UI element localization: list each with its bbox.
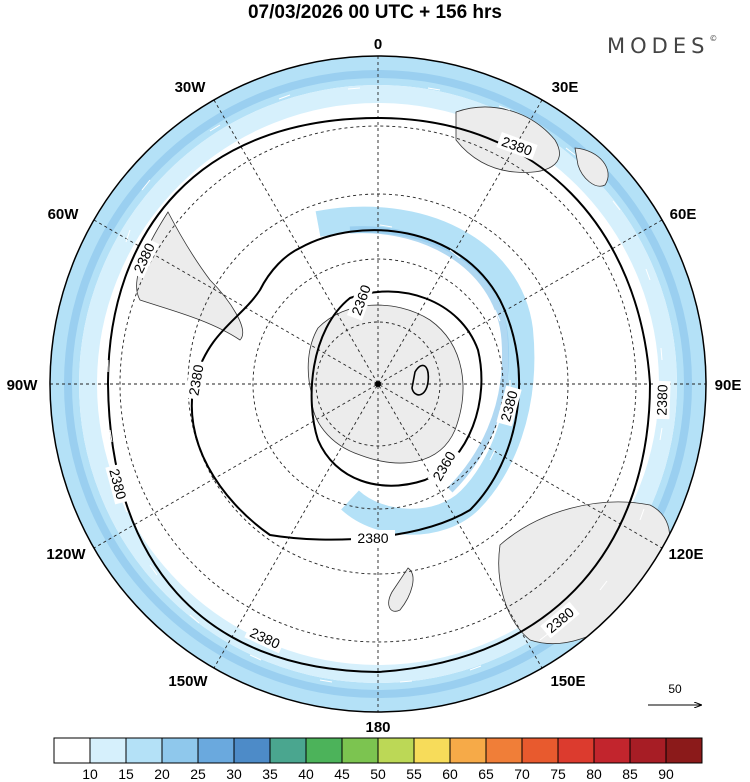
colorbar-swatch xyxy=(593,737,631,764)
map-disc xyxy=(50,56,706,712)
longitude-labels: 0 30E 60E 90E 120E 150E 180 150W 120W 90… xyxy=(7,36,742,736)
colorbar-tick-label: 35 xyxy=(262,766,278,782)
contour-label-2380: 2380 xyxy=(185,363,206,397)
colorbar-tick-label: 90 xyxy=(658,766,674,782)
colorbar-swatch xyxy=(89,737,127,764)
lon-label-60e: 60E xyxy=(670,206,697,223)
colorbar-tick-label: 60 xyxy=(442,766,458,782)
colorbar-swatch xyxy=(413,737,451,764)
colorbar-swatch xyxy=(233,737,271,764)
contour-label-2380: 2380 xyxy=(106,467,130,501)
colorbar-tick-label: 80 xyxy=(586,766,602,782)
colorbar-tick-label: 15 xyxy=(118,766,134,782)
contour-label-2380: 2380 xyxy=(653,384,670,416)
colorbar-swatch xyxy=(305,737,343,764)
contour-labels: 2380 2380 2380 2380 2380 2380 2380 2380 … xyxy=(105,131,671,654)
lon-label-120w: 120W xyxy=(46,546,86,563)
colorbar-swatch xyxy=(485,737,523,764)
map-title: 07/03/2026 00 UTC + 156 hrs xyxy=(247,2,503,23)
colorbar-tick-label: 20 xyxy=(154,766,170,782)
colorbar-tick-label: 30 xyxy=(226,766,242,782)
colorbar-swatch xyxy=(521,737,559,764)
colorbar-swatch xyxy=(269,737,307,764)
modes-logo: MODES© xyxy=(607,34,717,58)
colorbar-tick-label: 55 xyxy=(406,766,422,782)
colorbar-tick-label: 25 xyxy=(190,766,206,782)
colorbar-swatch xyxy=(341,737,379,764)
colorbar-tick-label: 75 xyxy=(550,766,566,782)
colorbar-tick-label: 45 xyxy=(334,766,350,782)
lon-label-30w: 30W xyxy=(175,79,207,96)
colorbar-swatch xyxy=(377,737,415,764)
colorbar-tick-label: 50 xyxy=(370,766,386,782)
colorbar-tick-label: 70 xyxy=(514,766,530,782)
contour-2360-small xyxy=(411,364,430,396)
colorbar-swatch xyxy=(629,737,667,764)
lon-label-30e: 30E xyxy=(552,79,579,96)
contour-2360 xyxy=(310,290,483,487)
colorbar-tick-label: 10 xyxy=(82,766,98,782)
colorbar-swatch xyxy=(161,737,199,764)
colorbar: 10 15 20 25 30 35 40 45 50 55 60 65 70 75 80 85 90 xyxy=(53,737,703,782)
lon-label-150e: 150E xyxy=(550,673,585,690)
new-zealand-landmass xyxy=(388,567,414,612)
lon-label-90e: 90E xyxy=(715,377,742,394)
wind-vectors xyxy=(107,87,663,683)
colorbar-tick-label: 40 xyxy=(298,766,314,782)
map-border xyxy=(49,55,707,713)
colorbar-swatch xyxy=(197,737,235,764)
contour-label-2380: 2380 xyxy=(357,530,388,546)
contour-2380-outer xyxy=(106,116,652,674)
inner-jet-core xyxy=(349,226,510,493)
lon-label-150w: 150W xyxy=(168,673,208,690)
reference-vector-label: 50 xyxy=(668,682,682,696)
lon-label-120e: 120E xyxy=(668,546,703,563)
south-america-landmass xyxy=(136,211,243,341)
contour-label-2380: 2380 xyxy=(497,389,521,423)
colorbar-swatch xyxy=(449,737,487,764)
colorbar-swatch xyxy=(665,737,703,764)
lon-label-0: 0 xyxy=(374,36,382,53)
outer-jet-band xyxy=(50,56,706,712)
south-pole-marker xyxy=(375,381,381,387)
graticule xyxy=(50,56,706,712)
lon-label-180: 180 xyxy=(365,719,390,736)
lon-label-60w: 60W xyxy=(48,206,80,223)
lon-label-90w: 90W xyxy=(7,377,39,394)
colorbar-swatch xyxy=(125,737,163,764)
brand-mark: © xyxy=(709,34,718,43)
colorbar-swatch xyxy=(53,737,91,764)
brand-text: MODES xyxy=(607,34,710,58)
colorbar-swatch xyxy=(557,737,595,764)
colorbar-tick-label: 85 xyxy=(622,766,638,782)
madagascar-landmass xyxy=(574,147,609,187)
australia-landmass xyxy=(498,501,671,644)
colorbar-tick-label: 65 xyxy=(478,766,494,782)
